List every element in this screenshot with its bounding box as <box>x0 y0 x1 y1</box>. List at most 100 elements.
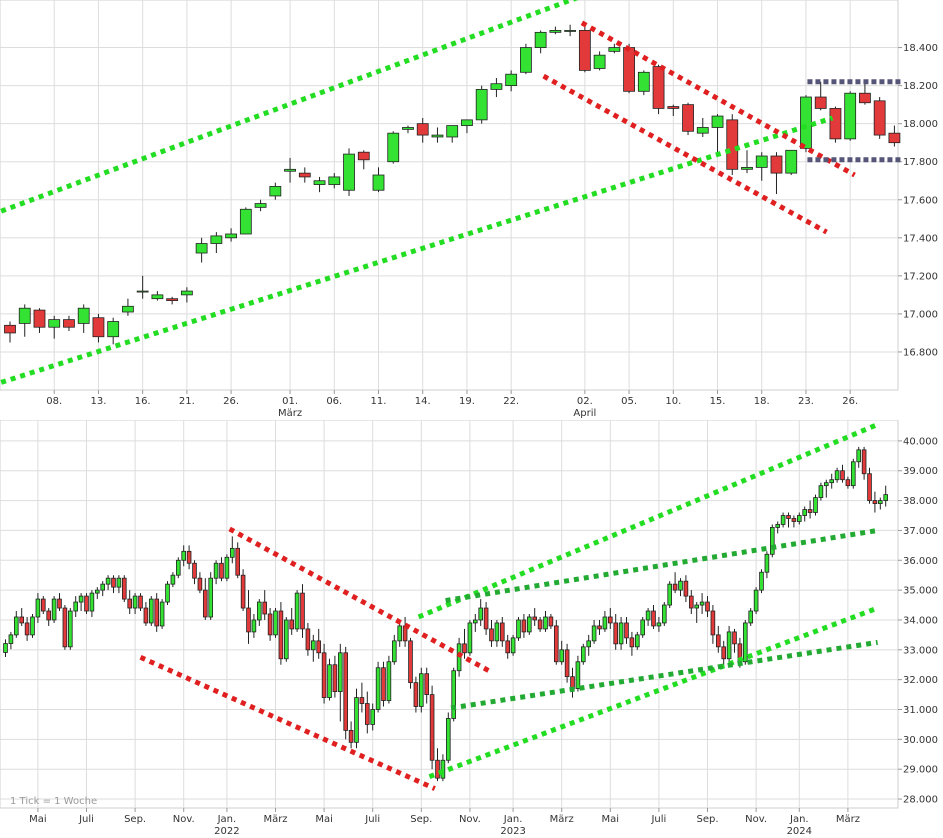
candle-body-up <box>770 527 775 555</box>
candle <box>613 614 618 650</box>
y-tick-label: 18.000 <box>903 119 938 130</box>
candle <box>359 682 365 713</box>
candle-body-up <box>148 598 154 624</box>
candle-body-down <box>316 640 321 654</box>
daily-candlestick-chart: 16.80017.00017.20017.40017.60017.80018.0… <box>0 0 938 419</box>
candle <box>624 616 629 644</box>
candle <box>602 611 608 632</box>
candle <box>180 287 193 303</box>
candle <box>138 593 143 612</box>
y-tick-label: 29.000 <box>903 765 938 776</box>
candle-body-up <box>818 485 824 498</box>
candle <box>300 584 305 638</box>
candle <box>489 619 494 647</box>
candle <box>387 131 400 164</box>
candle-body-down <box>732 631 737 645</box>
overlays <box>0 0 904 385</box>
candle-body-up <box>195 243 208 254</box>
candle-body-up <box>445 718 451 761</box>
trend-line-green <box>417 422 879 620</box>
candle <box>418 667 424 713</box>
candle <box>597 619 602 635</box>
candle <box>608 608 613 629</box>
candle <box>354 688 359 749</box>
candle-body-down <box>667 106 680 109</box>
candle-body-down <box>791 518 797 522</box>
candle-body-down <box>138 595 143 609</box>
candle <box>148 596 154 626</box>
candle <box>41 596 46 614</box>
candle <box>370 703 375 731</box>
candle-body-down <box>235 547 241 576</box>
candle <box>192 560 197 585</box>
candle-body-down <box>505 640 510 654</box>
candle-body-up <box>251 619 257 633</box>
candle <box>343 148 355 196</box>
plot-area <box>0 0 899 391</box>
weekly-candlestick-chart: 28.000 29.000 30.000 31.000 32.000 33.000 34.0… <box>0 420 938 837</box>
candle-body-up <box>851 461 856 487</box>
trend-line-green_dark <box>445 527 879 604</box>
candle-body-down <box>33 309 46 328</box>
candle <box>705 596 710 617</box>
candle <box>807 500 813 519</box>
candle-body-up <box>743 622 748 663</box>
candle-body-up <box>95 589 100 594</box>
candle-body-up <box>694 604 699 609</box>
candles <box>3 446 888 782</box>
candle-body-up <box>313 180 326 185</box>
candle-body-up <box>418 673 424 707</box>
candle-body-up <box>273 610 278 636</box>
candle-body-down <box>332 664 338 693</box>
candle-body-down <box>408 640 413 684</box>
candles <box>4 24 901 345</box>
candle <box>186 545 192 570</box>
x-tick-label: Mai <box>315 814 333 825</box>
candle <box>262 590 267 620</box>
candle <box>732 628 737 653</box>
candle <box>548 614 554 629</box>
candle <box>726 114 739 176</box>
candle <box>8 631 14 650</box>
candle <box>19 608 24 626</box>
trend-line-green_dark <box>450 639 878 711</box>
candle-body-down <box>413 682 419 707</box>
candle-body-up <box>165 583 170 603</box>
candle-body-up <box>18 307 31 324</box>
x-tick-label: 10. <box>665 396 681 407</box>
candle <box>520 43 532 75</box>
candle-body-up <box>678 580 683 591</box>
candle <box>4 321 16 343</box>
candle-body-down <box>219 562 224 579</box>
candle <box>440 754 446 782</box>
candle-body-up <box>581 646 586 663</box>
candle-body-up <box>387 132 400 163</box>
candle <box>696 117 709 137</box>
candle <box>710 605 716 644</box>
candle-body-down <box>289 619 294 630</box>
candle <box>785 149 798 176</box>
candle <box>499 616 505 647</box>
candle-body-up <box>785 149 798 174</box>
candle <box>521 614 527 638</box>
candle-body-down <box>840 470 845 481</box>
candle-body-up <box>343 153 355 191</box>
candle <box>699 593 705 614</box>
candle <box>543 611 548 632</box>
candle-body-up <box>755 155 768 168</box>
candle-body-down <box>873 100 886 136</box>
candle <box>429 685 435 770</box>
candle-body-down <box>624 622 629 639</box>
candle-body-down <box>416 123 429 136</box>
candle-body-up <box>559 649 564 663</box>
candle <box>878 497 883 510</box>
candle <box>224 554 230 582</box>
candle-body-down <box>597 625 602 630</box>
x-tick-label: 05. <box>621 396 637 407</box>
x-tick-label: 02. <box>577 396 593 407</box>
trend-line-red <box>139 654 436 791</box>
candle <box>537 616 543 632</box>
x-tick-label: Juli <box>650 814 666 825</box>
candle-body-up <box>505 73 518 87</box>
candle-body-down <box>462 643 467 654</box>
